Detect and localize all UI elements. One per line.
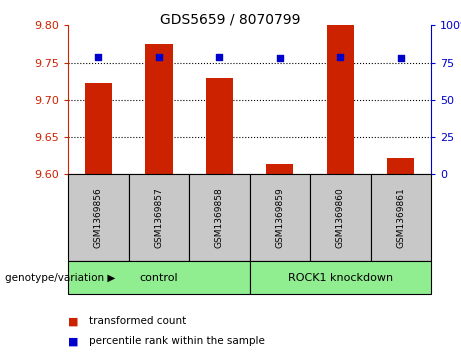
Bar — [249, 261, 431, 294]
Text: GSM1369857: GSM1369857 — [154, 187, 164, 248]
Text: percentile rank within the sample: percentile rank within the sample — [89, 336, 265, 346]
Point — [95, 54, 102, 60]
Point — [337, 54, 344, 60]
Text: transformed count: transformed count — [89, 316, 186, 326]
Text: genotype/variation ▶: genotype/variation ▶ — [5, 273, 115, 283]
Bar — [68, 261, 250, 294]
Bar — [371, 174, 431, 261]
Bar — [68, 174, 129, 261]
Bar — [310, 174, 371, 261]
Point — [276, 55, 284, 61]
Bar — [206, 77, 233, 174]
Text: GSM1369861: GSM1369861 — [396, 187, 405, 248]
Bar — [266, 164, 294, 174]
Text: ■: ■ — [68, 316, 79, 326]
Point — [155, 54, 163, 60]
Text: GSM1369856: GSM1369856 — [94, 187, 103, 248]
Bar — [85, 83, 112, 174]
Text: ROCK1 knockdown: ROCK1 knockdown — [288, 273, 393, 283]
Bar — [249, 174, 310, 261]
Text: GSM1369859: GSM1369859 — [275, 187, 284, 248]
Point — [216, 54, 223, 60]
Bar — [129, 174, 189, 261]
Text: control: control — [140, 273, 178, 283]
Text: GDS5659 / 8070799: GDS5659 / 8070799 — [160, 13, 301, 27]
Bar — [189, 174, 250, 261]
Text: ■: ■ — [68, 336, 79, 346]
Point — [397, 55, 404, 61]
Bar — [327, 25, 354, 174]
Bar — [145, 44, 172, 174]
Text: GSM1369860: GSM1369860 — [336, 187, 345, 248]
Bar — [387, 158, 414, 174]
Text: GSM1369858: GSM1369858 — [215, 187, 224, 248]
